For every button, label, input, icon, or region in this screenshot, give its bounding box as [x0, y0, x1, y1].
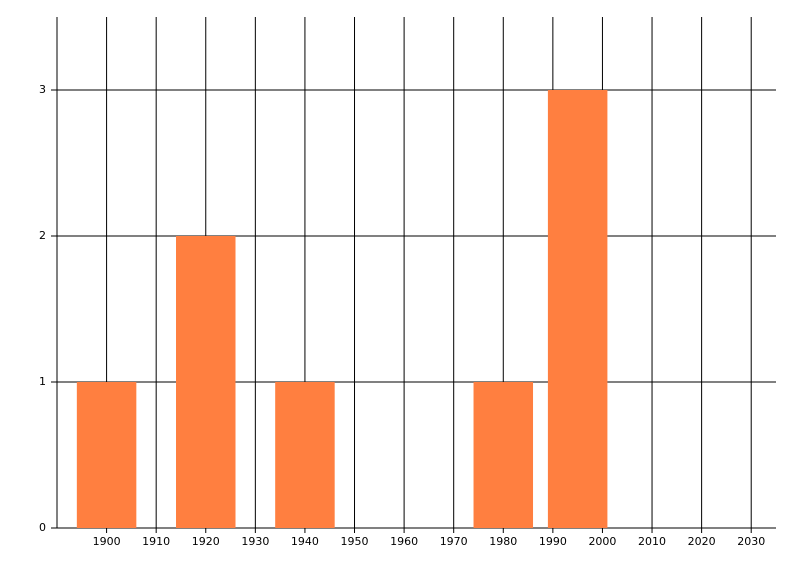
- bar: [473, 382, 534, 528]
- x-tick-label: 2020: [688, 535, 716, 548]
- x-tick-label: 1900: [93, 535, 121, 548]
- y-tick-label: 2: [39, 229, 46, 242]
- y-tick-label: 3: [39, 83, 46, 96]
- bar: [547, 90, 608, 528]
- x-tick-label: 1960: [390, 535, 418, 548]
- x-tick-label: 1970: [440, 535, 468, 548]
- y-tick-label: 1: [39, 375, 46, 388]
- x-tick-label: 1990: [539, 535, 567, 548]
- bar: [275, 382, 335, 528]
- bar: [176, 236, 236, 528]
- x-tick-label: 1920: [192, 535, 220, 548]
- x-tick-label: 2010: [638, 535, 666, 548]
- x-tick-label: 1910: [142, 535, 170, 548]
- x-tick-label: 1950: [341, 535, 369, 548]
- x-tick-label: 1930: [241, 535, 269, 548]
- x-tick-label: 2030: [737, 535, 765, 548]
- x-tick-label: 2000: [588, 535, 616, 548]
- x-tick-label: 1980: [489, 535, 517, 548]
- x-tick-label: 1940: [291, 535, 319, 548]
- bar: [76, 382, 137, 528]
- y-tick-label: 0: [39, 521, 46, 534]
